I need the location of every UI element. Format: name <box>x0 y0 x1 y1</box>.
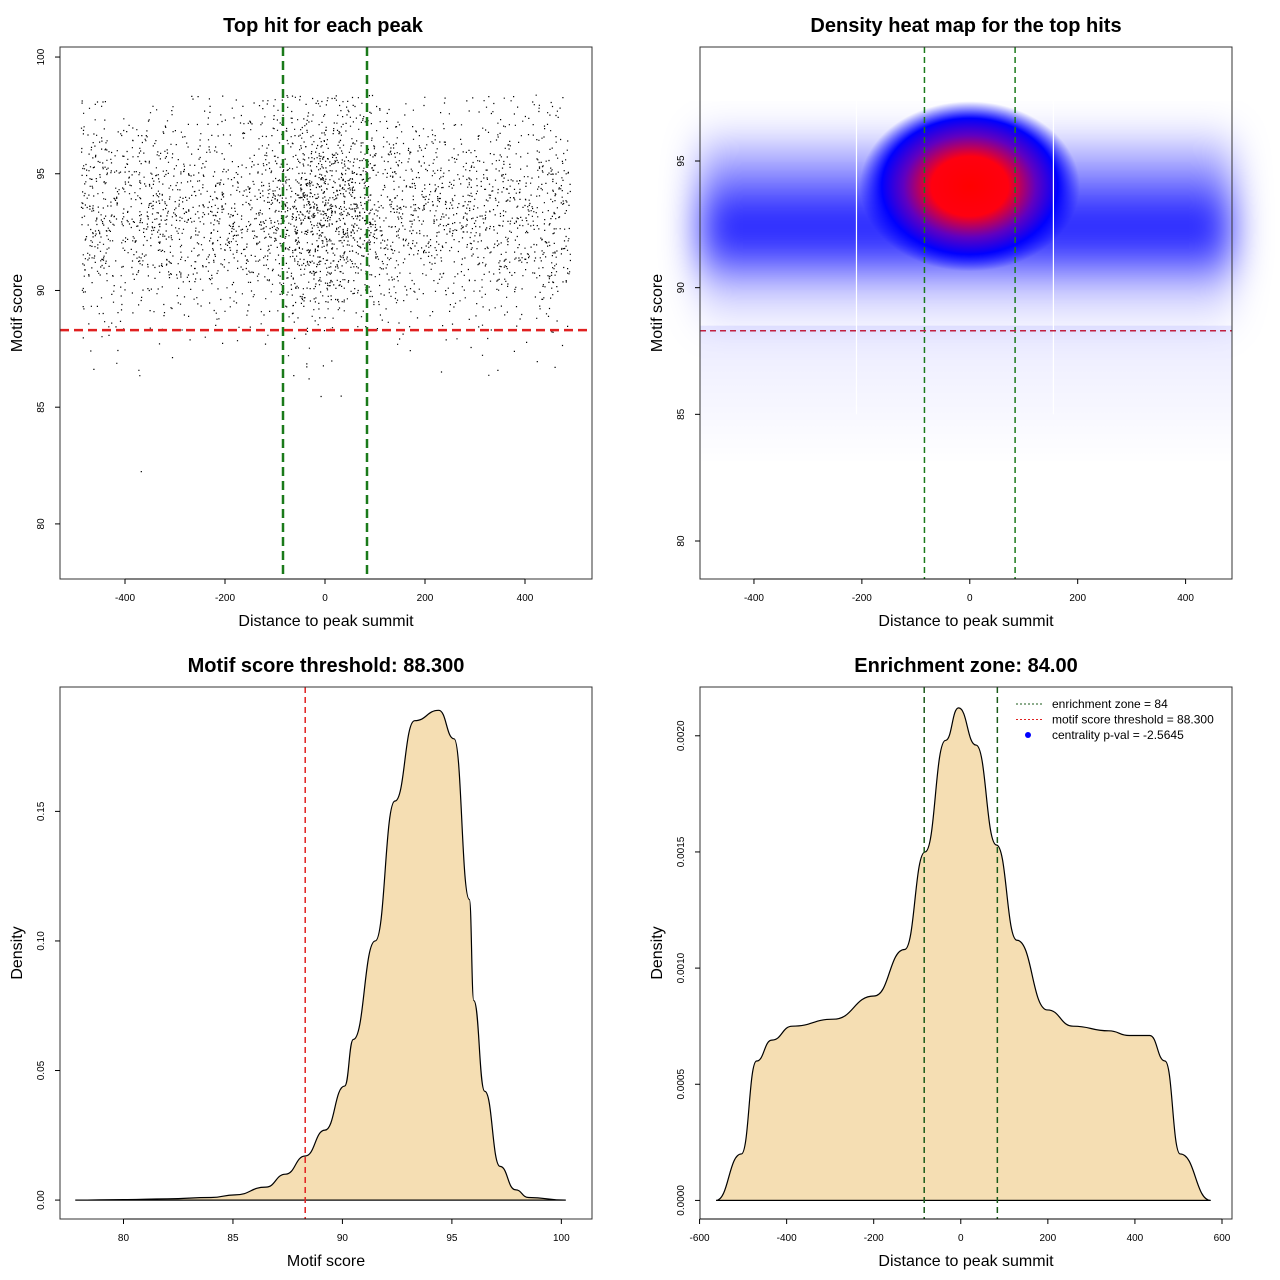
x-tick-label: 600 <box>1214 1233 1231 1244</box>
scatter-points <box>80 94 572 473</box>
y-tick-label: 0.0015 <box>676 836 687 867</box>
y-tick-label: 80 <box>36 518 47 530</box>
scatter-point <box>80 94 572 473</box>
y-tick-label: 95 <box>676 155 687 167</box>
panel2-title: Density heat map for the top hits <box>810 15 1121 37</box>
panel4-xlabel: Distance to peak summit <box>878 1253 1054 1270</box>
y-tick-label: 0.0010 <box>676 952 687 983</box>
x-tick-label: 200 <box>1069 593 1086 604</box>
x-tick-label: -400 <box>115 593 135 604</box>
x-tick-label: 100 <box>553 1233 570 1244</box>
panel1-title: Top hit for each peak <box>223 15 424 37</box>
x-tick-label: 400 <box>1127 1233 1144 1244</box>
y-tick-label: 0.00 <box>36 1190 47 1210</box>
heatmap-hotspot <box>859 101 1080 272</box>
density-curve <box>75 709 566 1201</box>
heatmap-low-band <box>700 325 1232 465</box>
panel4-ylabel: Density <box>649 926 666 979</box>
x-tick-label: 0 <box>967 593 973 604</box>
x-tick-label: 95 <box>446 1233 458 1244</box>
x-tick-label: 200 <box>417 593 434 604</box>
y-tick-label: 0.05 <box>36 1060 47 1080</box>
x-tick-label: -200 <box>864 1233 884 1244</box>
x-tick-label: 85 <box>227 1233 239 1244</box>
legend-point-icon <box>1025 732 1031 738</box>
x-tick-label: 0 <box>322 593 328 604</box>
panel3-title: Motif score threshold: 88.300 <box>188 655 465 677</box>
x-tick-label: -400 <box>744 593 764 604</box>
y-tick-label: 0.0000 <box>676 1185 687 1216</box>
density-curve <box>715 707 1211 1202</box>
legend-label: centrality p-val = -2.5645 <box>1052 728 1184 742</box>
y-tick-label: 90 <box>676 282 687 294</box>
y-tick-label: 100 <box>36 48 47 65</box>
y-tick-label: 80 <box>676 535 687 547</box>
x-tick-label: 0 <box>958 1233 964 1244</box>
y-tick-label: 85 <box>676 408 687 420</box>
y-tick-label: 0.15 <box>36 801 47 821</box>
legend-label: enrichment zone = 84 <box>1052 697 1168 711</box>
y-tick-label: 95 <box>36 168 47 180</box>
panel4-title: Enrichment zone: 84.00 <box>854 655 1077 677</box>
x-tick-label: -200 <box>215 593 235 604</box>
panel2-xlabel: Distance to peak summit <box>878 613 1054 630</box>
panel2-ylabel: Motif score <box>649 274 666 352</box>
x-tick-label: 90 <box>337 1233 349 1244</box>
panel1-xlabel: Distance to peak summit <box>238 613 414 630</box>
legend-label: motif score threshold = 88.300 <box>1052 713 1214 727</box>
y-tick-label: 0.10 <box>36 931 47 951</box>
heatmap <box>700 85 1232 465</box>
panel1-ylabel: Motif score <box>9 274 26 352</box>
y-tick-label: 0.0020 <box>676 720 687 751</box>
x-tick-label: 400 <box>1177 593 1194 604</box>
x-tick-label: -600 <box>690 1233 710 1244</box>
y-tick-label: 90 <box>36 284 47 296</box>
y-tick-label: 85 <box>36 401 47 413</box>
x-tick-label: -400 <box>777 1233 797 1244</box>
panel3-ylabel: Density <box>9 926 26 979</box>
panel3-xlabel: Motif score <box>287 1253 365 1270</box>
y-tick-label: 0.0005 <box>676 1069 687 1100</box>
x-tick-label: 200 <box>1040 1233 1057 1244</box>
x-tick-label: 400 <box>517 593 534 604</box>
x-tick-label: -200 <box>852 593 872 604</box>
legend: enrichment zone = 84 motif score threshol… <box>1016 697 1214 742</box>
x-tick-label: 80 <box>118 1233 130 1244</box>
plot-layer: -400 -200 0 200 400 80 85 90 95 100 -400 -200 0 200 40… <box>36 46 1233 1244</box>
